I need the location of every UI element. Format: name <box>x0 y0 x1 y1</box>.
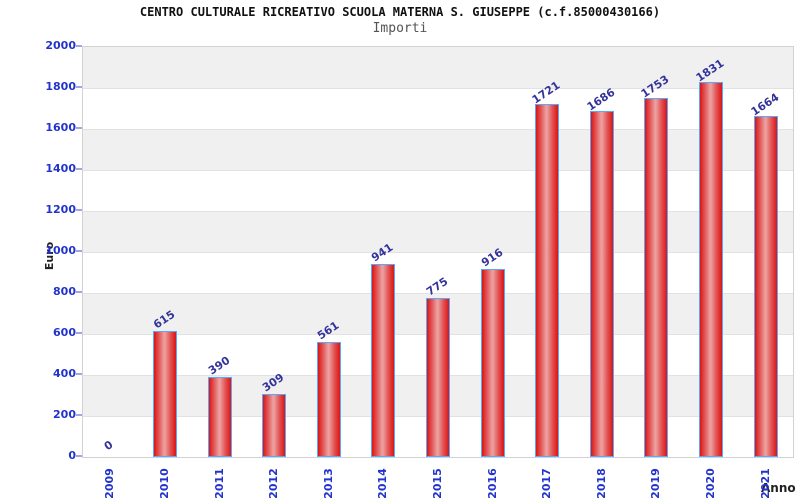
y-tick-mark <box>76 250 82 252</box>
y-tick-mark <box>76 45 82 47</box>
bar-2015 <box>426 298 450 457</box>
y-tick-label: 200 <box>53 408 76 421</box>
bar-2016 <box>481 269 505 457</box>
y-tick-mark <box>76 455 82 457</box>
y-tick-mark <box>76 414 82 416</box>
grid-band <box>83 47 793 88</box>
gridline <box>83 88 793 89</box>
plot-area <box>82 46 794 458</box>
bar-2013 <box>317 342 341 457</box>
y-tick-label: 2000 <box>45 39 76 52</box>
gridline <box>83 129 793 130</box>
grid-band <box>83 129 793 170</box>
x-tick-label: 2021 <box>758 468 772 499</box>
y-tick-label: 0 <box>68 449 76 462</box>
y-tick-mark <box>76 127 82 129</box>
y-tick-label: 1400 <box>45 162 76 175</box>
x-tick-label-wrap: 2021 <box>715 468 800 499</box>
bar-2010 <box>153 331 177 457</box>
y-tick-label: 400 <box>53 367 76 380</box>
y-tick-label: 1200 <box>45 203 76 216</box>
grid-band <box>83 211 793 252</box>
bar-2020 <box>699 82 723 457</box>
y-tick-label: 800 <box>53 285 76 298</box>
bar-2012 <box>262 394 286 457</box>
bar-2021 <box>754 116 778 457</box>
gridline <box>83 252 793 253</box>
y-tick-label: 1800 <box>45 80 76 93</box>
y-tick-mark <box>76 291 82 293</box>
y-tick-mark <box>76 332 82 334</box>
y-tick-label: 1000 <box>45 244 76 257</box>
bar-2018 <box>590 111 614 457</box>
y-tick-label: 600 <box>53 326 76 339</box>
bar-2014 <box>371 264 395 457</box>
chart-subtitle: Importi <box>372 21 428 36</box>
gridline <box>83 293 793 294</box>
x-axis-title: Anno <box>761 481 796 495</box>
y-tick-label: 1600 <box>45 121 76 134</box>
y-tick-mark <box>76 168 82 170</box>
y-tick-mark <box>76 86 82 88</box>
gridline <box>83 170 793 171</box>
gridline <box>83 211 793 212</box>
y-tick-mark <box>76 209 82 211</box>
bar-2011 <box>208 377 232 457</box>
bar-2017 <box>535 104 559 457</box>
y-tick-mark <box>76 373 82 375</box>
chart-title: CENTRO CULTURALE RICREATIVO SCUOLA MATER… <box>139 5 661 19</box>
bar-2019 <box>644 98 668 457</box>
